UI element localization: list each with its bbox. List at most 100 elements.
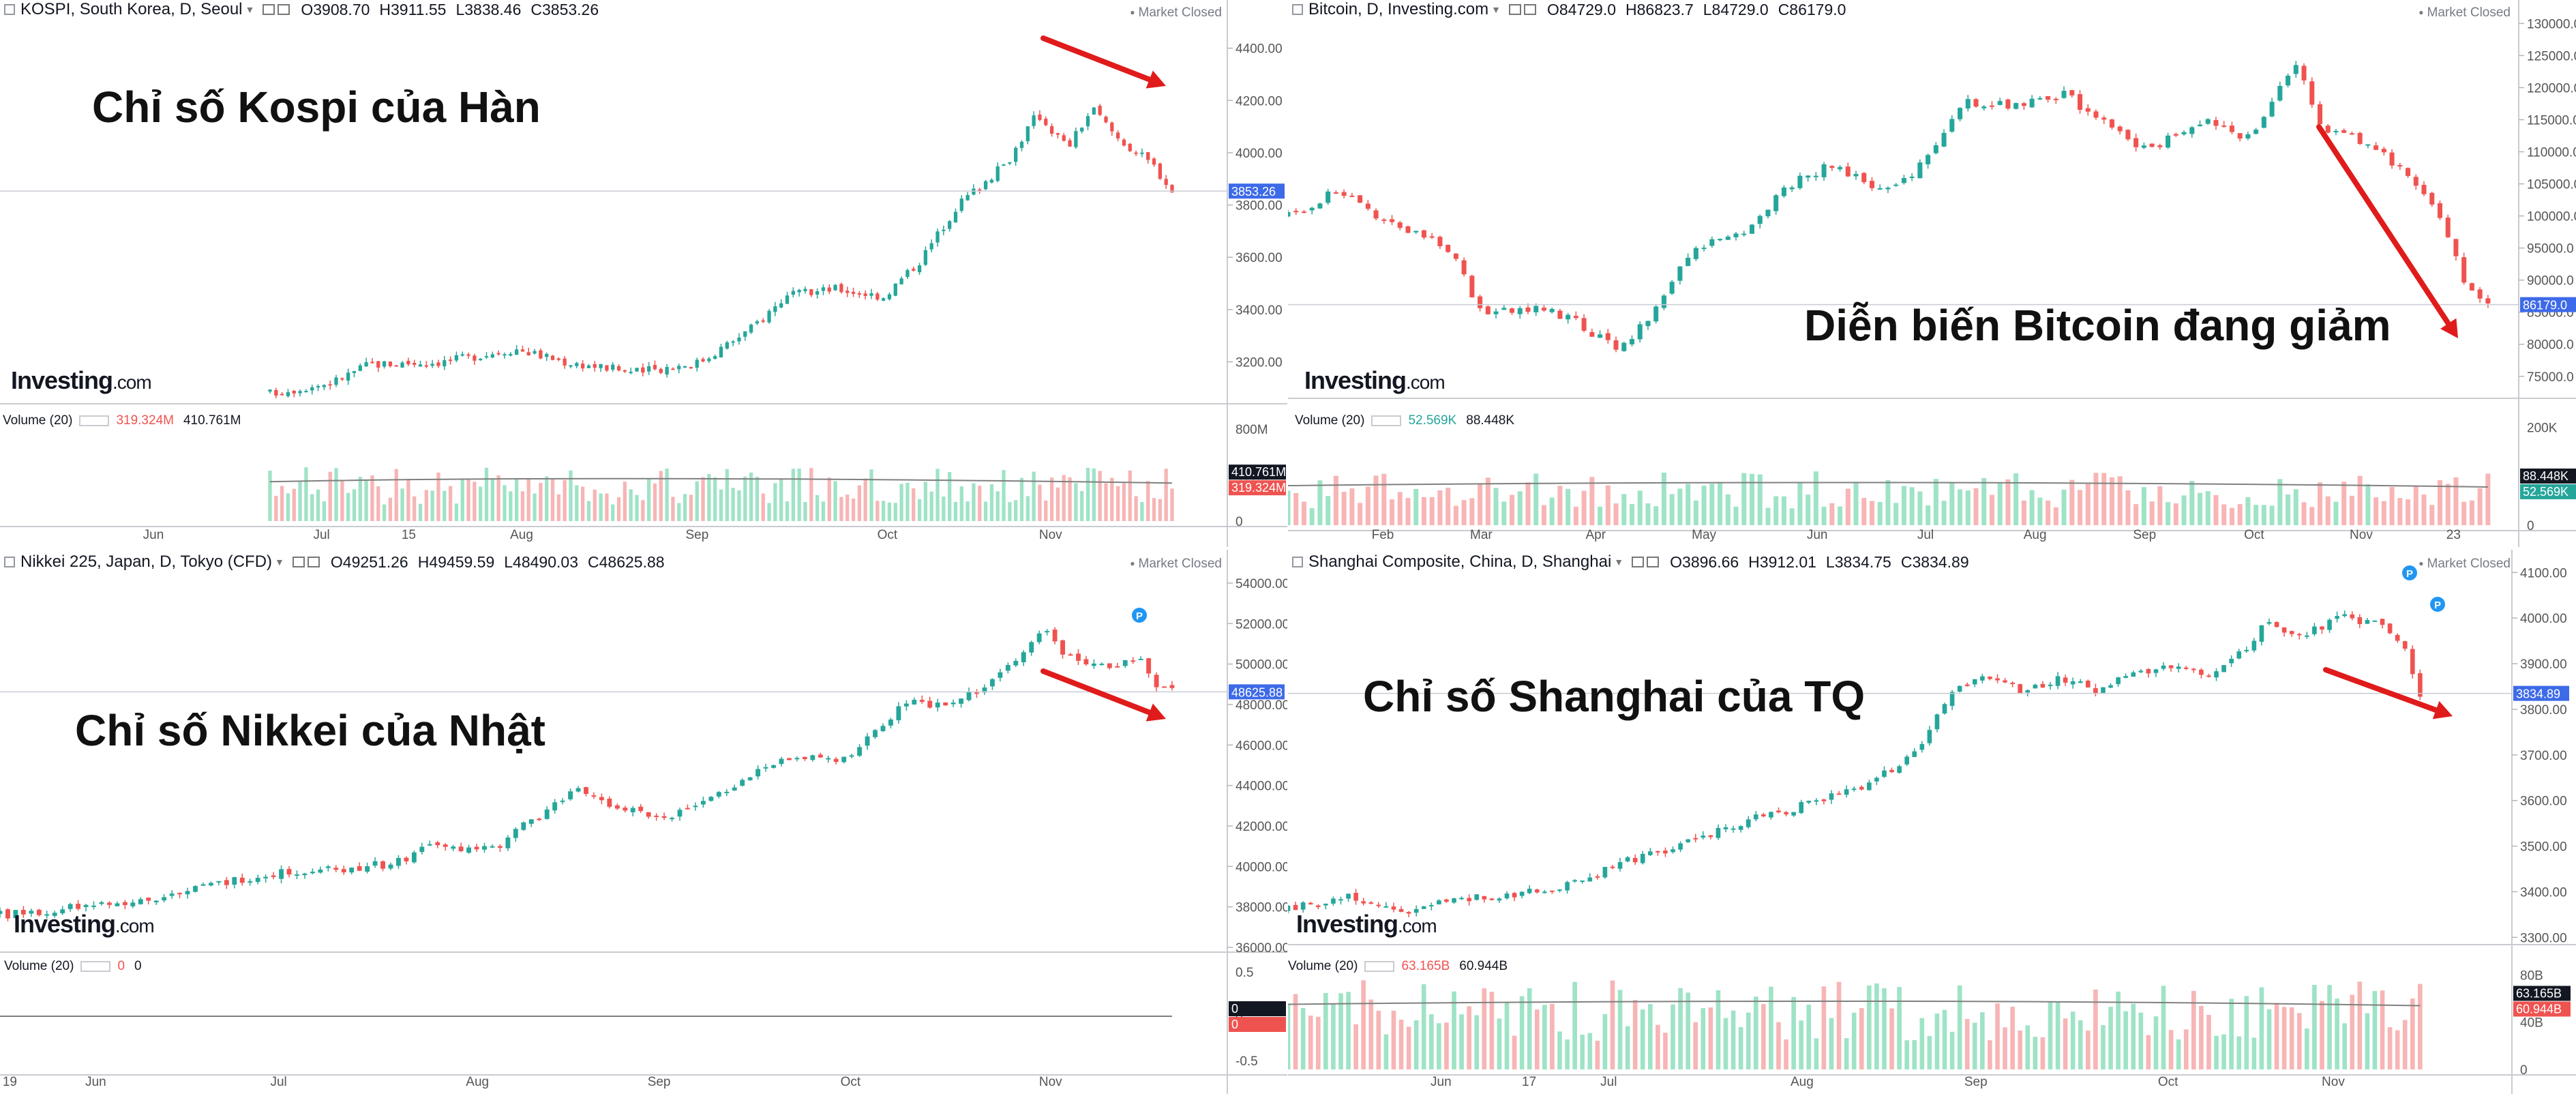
volume-bar <box>2197 492 2203 525</box>
candle-body <box>905 270 910 278</box>
candle-body <box>2237 133 2243 139</box>
volume-bar <box>1397 492 1403 525</box>
volume-bar <box>2461 501 2467 525</box>
volume-settings-icon[interactable] <box>1364 961 1395 972</box>
candle-body <box>310 387 314 391</box>
chevron-down-icon[interactable]: ▼ <box>275 557 284 567</box>
collapse-icon[interactable] <box>4 4 15 15</box>
volume-bar <box>1965 490 1971 525</box>
settings-buttons[interactable] <box>292 555 324 569</box>
last-price-label: 86179.0 <box>2523 299 2567 312</box>
chart-canvas[interactable]: 130000.0 125000.0 120000.0 115000.0 110000.0… <box>1288 0 2576 550</box>
volume-bar <box>2018 1030 2023 1069</box>
candle-body <box>2305 635 2309 637</box>
candle-body <box>1708 835 1713 838</box>
volume-bar <box>484 467 489 521</box>
volume-settings-icon[interactable] <box>80 961 111 972</box>
ohlc-open: O84729.0 <box>1546 0 1616 18</box>
volume-bar <box>785 501 790 521</box>
candle-body <box>677 366 681 370</box>
x-tick-label: Jul <box>1600 1075 1617 1089</box>
candle-body <box>929 243 933 250</box>
candle-body <box>2335 616 2339 619</box>
candle-body <box>394 365 398 367</box>
symbol-title[interactable]: Shanghai Composite, China, D, Shanghai <box>1308 552 1612 571</box>
candle-body <box>1738 826 1743 830</box>
volume-bar <box>989 484 994 521</box>
volume-bar <box>1605 485 1611 525</box>
volume-settings-icon[interactable] <box>1371 415 1402 426</box>
symbol-title[interactable]: Nikkei 225, Japan, D, Tokyo (CFD) <box>20 552 273 571</box>
candle-body <box>1122 139 1126 146</box>
candle-body <box>1405 226 1411 233</box>
volume-bar <box>917 499 922 521</box>
volume-bar <box>1693 500 1698 525</box>
chevron-down-icon[interactable]: ▼ <box>1614 557 1624 567</box>
volume-last-label: 88.448K <box>2523 469 2568 483</box>
chevron-down-icon[interactable]: ▼ <box>1491 4 1501 15</box>
candle-body <box>1493 311 1499 314</box>
collapse-icon[interactable] <box>1292 557 1303 567</box>
candle-body <box>292 390 296 394</box>
candle-body <box>863 293 867 296</box>
y-tick-label: 3500.00 <box>2520 840 2567 855</box>
volume-bar <box>2281 1007 2287 1069</box>
collapse-icon[interactable] <box>4 557 15 567</box>
red-arrow-icon <box>2323 667 2439 713</box>
volume-bar <box>2003 1027 2007 1069</box>
candle-body <box>115 903 120 906</box>
candle-body <box>989 679 995 687</box>
chart-canvas[interactable]: 4400.00 4200.00 4000.00 3800.00 3600.00 3400.… <box>0 0 1287 550</box>
candle-body <box>2069 90 2075 95</box>
candle-body <box>689 367 693 369</box>
candle-body <box>935 231 940 243</box>
volume-bar <box>1482 988 1487 1069</box>
volume-bar <box>815 494 820 521</box>
candle-body <box>569 365 573 367</box>
volume-bar <box>1421 984 1426 1069</box>
candle-body <box>1293 211 1299 213</box>
candle-body <box>1452 898 1456 903</box>
volume-bar <box>2365 1013 2370 1069</box>
candle-body <box>1549 309 1555 312</box>
candle-body <box>1731 828 1736 830</box>
candle-body <box>2251 640 2257 651</box>
candle-body <box>162 897 167 901</box>
candle-body <box>1598 334 1603 338</box>
candle-body <box>169 893 175 896</box>
chevron-down-icon[interactable]: ▼ <box>245 4 255 15</box>
settings-buttons[interactable] <box>1632 555 1663 569</box>
candle-body <box>584 787 588 795</box>
settings-buttons[interactable] <box>263 3 294 16</box>
settings-buttons[interactable] <box>1508 3 1540 16</box>
candle-body <box>36 909 42 915</box>
collapse-icon[interactable] <box>1292 4 1303 15</box>
volume-bar <box>1469 498 1475 525</box>
x-tick-label: 19 <box>3 1075 17 1089</box>
candle-body <box>1038 114 1042 120</box>
volume-bar <box>1669 494 1675 525</box>
symbol-title[interactable]: Bitcoin, D, Investing.com <box>1308 0 1489 18</box>
y-tick-label: 4200.00 <box>1235 94 1283 108</box>
volume-bar <box>1444 1022 1449 1069</box>
candle-body <box>1851 788 1857 790</box>
volume-bar <box>545 476 549 521</box>
volume-bar <box>1595 1040 1600 1069</box>
symbol-title[interactable]: KOSPI, South Korea, D, Seoul <box>20 0 243 18</box>
volume-label: Volume (20) <box>1295 413 1365 428</box>
volume-bar <box>2205 491 2211 525</box>
volume-last-label: 63.165B <box>2516 986 2562 1000</box>
volume-bar <box>629 489 633 521</box>
volume-bar <box>1844 1038 1849 1069</box>
volume-settings-icon[interactable] <box>79 415 110 426</box>
chart-canvas[interactable]: 4100.00 4000.00 3900.00 3800.00 3700.00 3600.… <box>1288 550 2576 1094</box>
candle-body <box>2191 668 2196 670</box>
volume-last-badge <box>1229 464 1286 480</box>
chart-canvas[interactable]: 54000.00 52000.00 50000.00 48000.00 46000.00… <box>0 550 1287 1094</box>
volume-bar <box>2025 1025 2031 1069</box>
x-tick-label: Aug <box>466 1075 489 1089</box>
volume-bar <box>1309 508 1315 525</box>
volume-tick-label: -0.5 <box>1235 1054 1258 1069</box>
volume-bar <box>1497 1018 1502 1069</box>
volume-bar <box>857 485 862 521</box>
